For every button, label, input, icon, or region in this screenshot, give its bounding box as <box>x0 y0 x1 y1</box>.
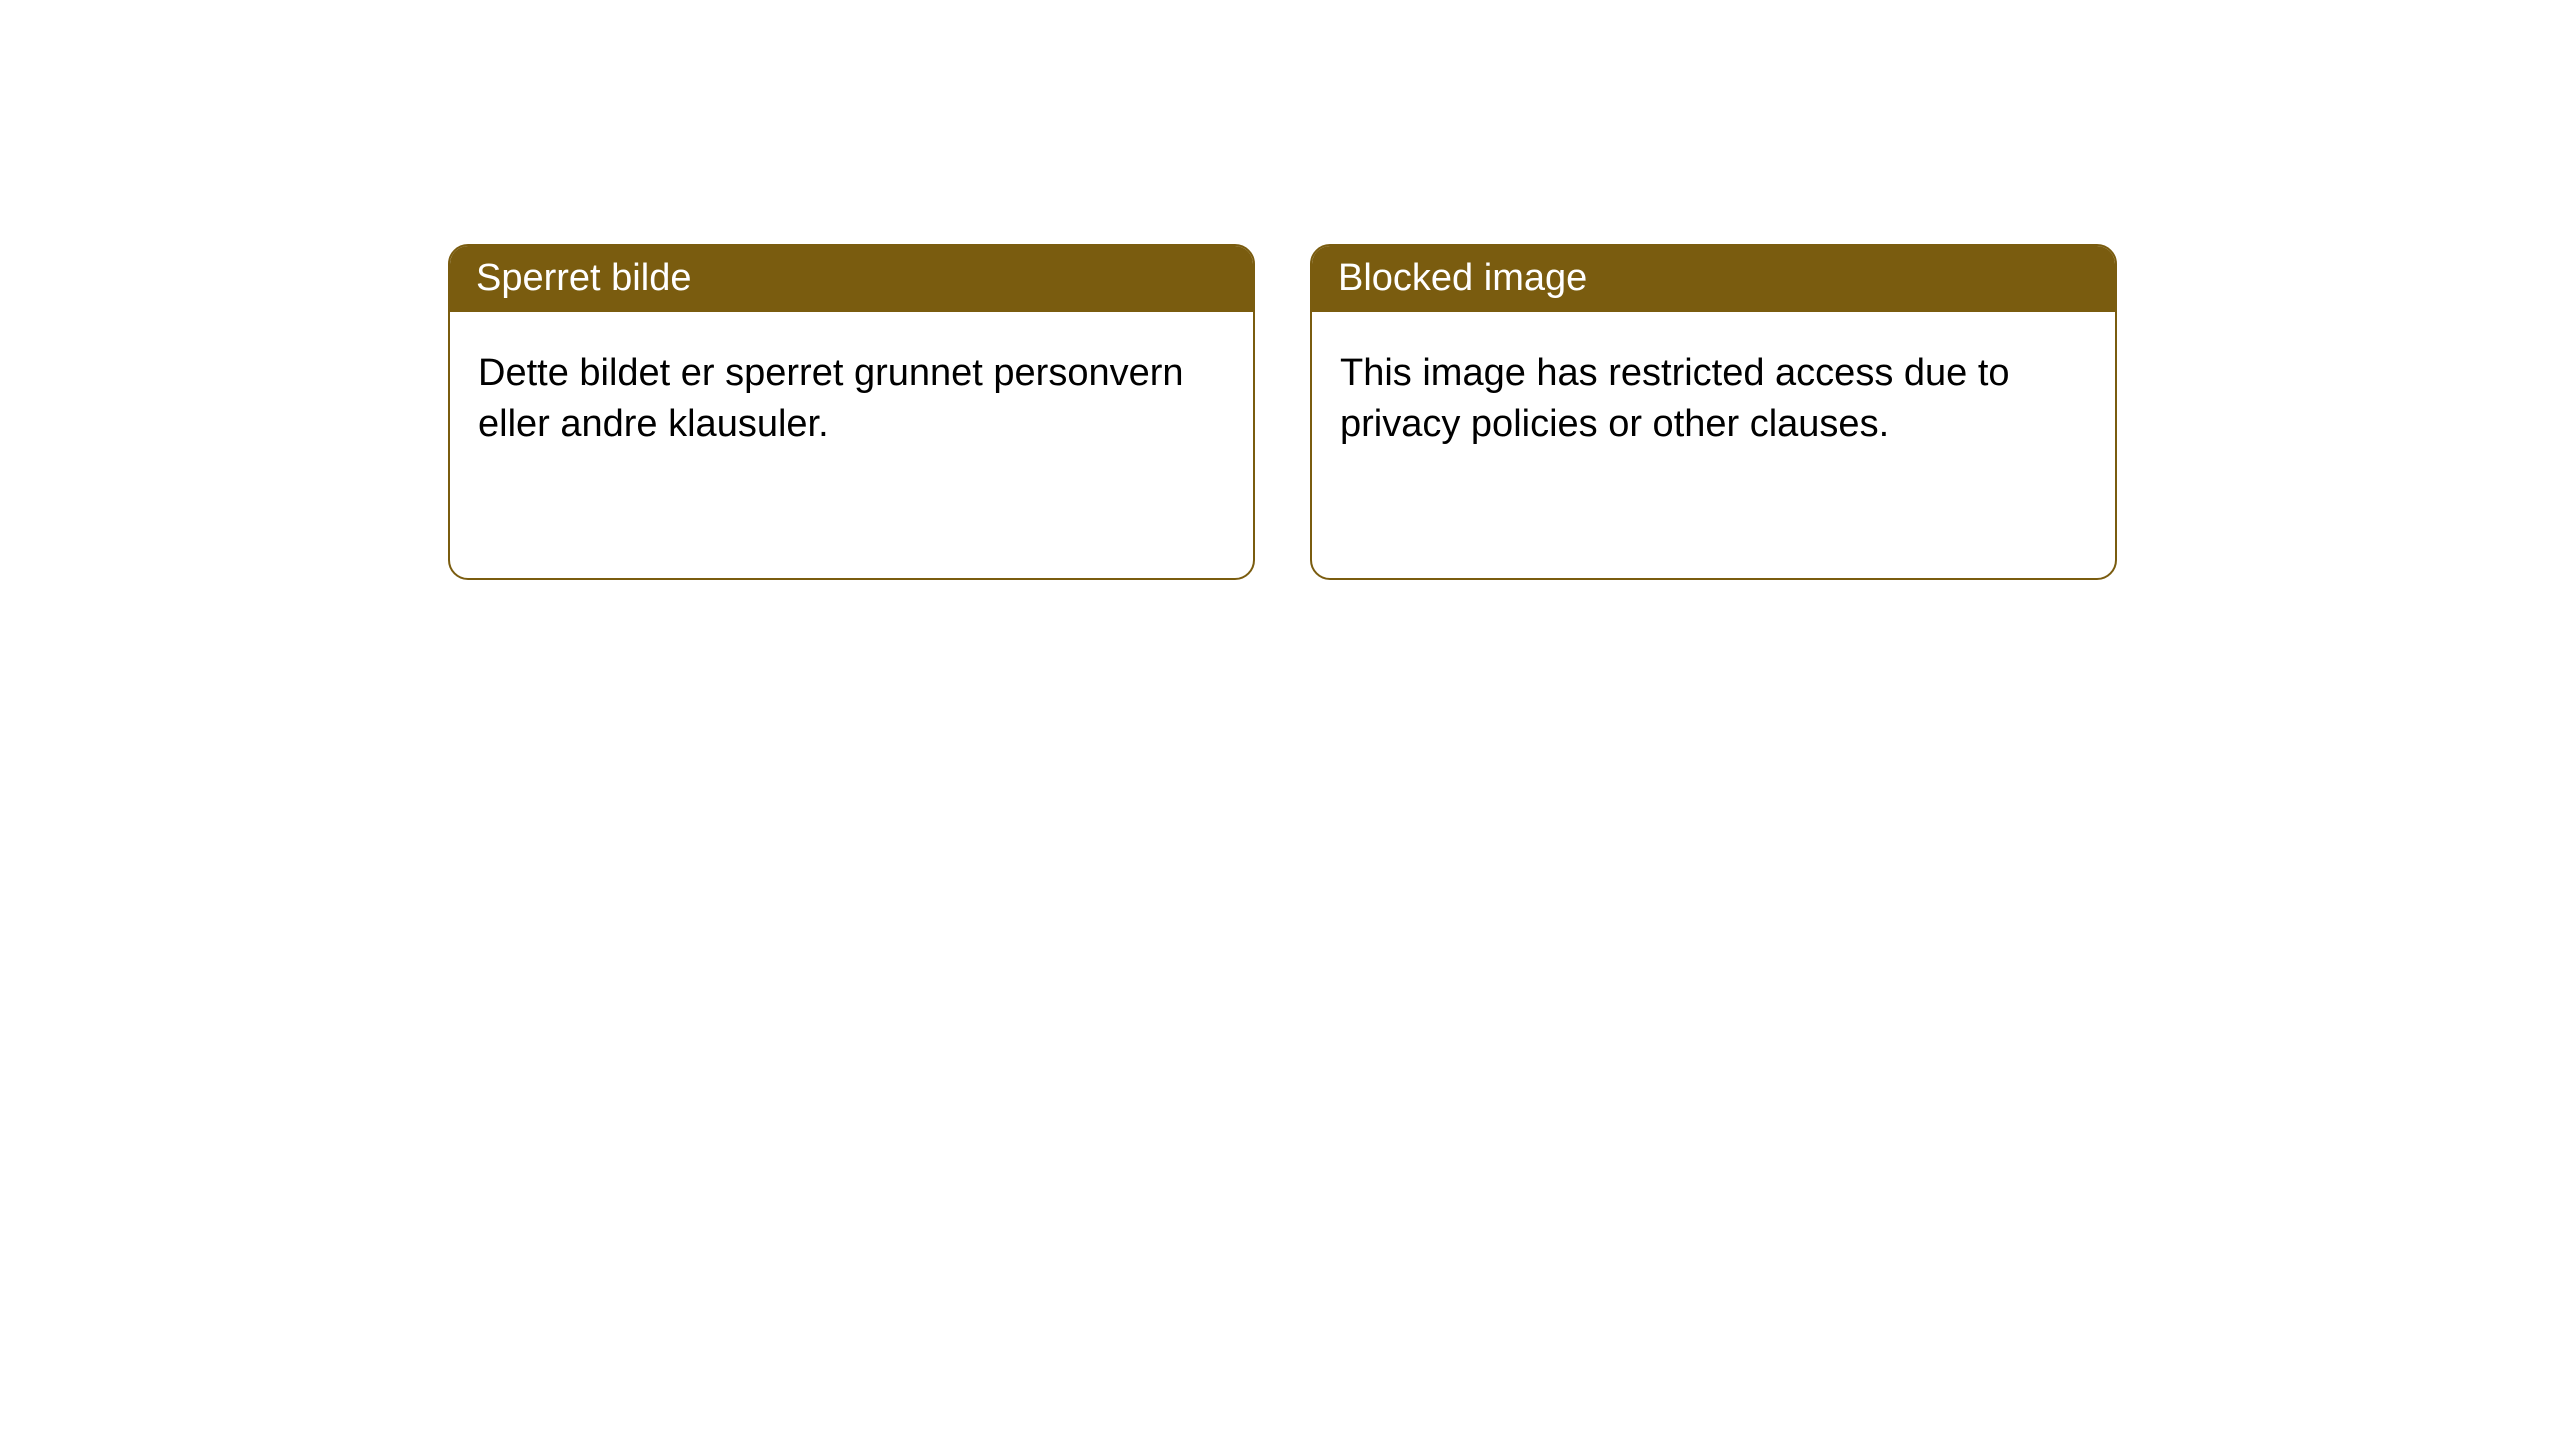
notice-container: Sperret bilde Dette bildet er sperret gr… <box>0 0 2560 580</box>
notice-card-english: Blocked image This image has restricted … <box>1310 244 2117 580</box>
card-body-text: This image has restricted access due to … <box>1312 312 2115 487</box>
card-title: Sperret bilde <box>450 246 1253 312</box>
card-body-text: Dette bildet er sperret grunnet personve… <box>450 312 1253 487</box>
card-title: Blocked image <box>1312 246 2115 312</box>
notice-card-norwegian: Sperret bilde Dette bildet er sperret gr… <box>448 244 1255 580</box>
